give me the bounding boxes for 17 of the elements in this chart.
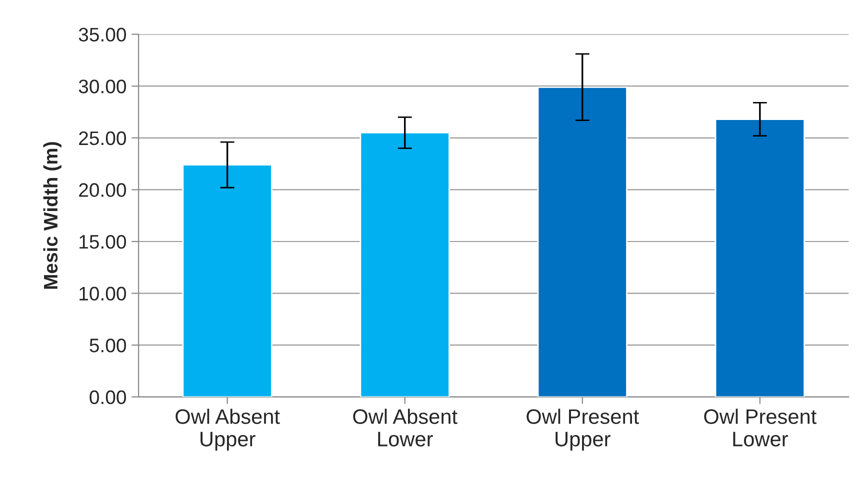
y-tick-label: 0.00 (90, 390, 126, 404)
y-tick-label: 10.00 (80, 286, 126, 301)
bar (714, 118, 805, 397)
bar (182, 164, 272, 397)
x-tick-label: Owl Absent Upper (176, 408, 280, 451)
y-tick-label: 15.00 (80, 234, 126, 249)
y-tick-label: 25.00 (79, 131, 126, 146)
x-tick-label: Owl Absent Lower (353, 408, 458, 446)
x-tick-label: Owl Present Lower (704, 408, 816, 446)
y-axis-title: Mesic Width (m) (43, 142, 62, 289)
x-tick-label: Owl Present Upper (526, 408, 639, 451)
y-tick-label: 20.00 (79, 183, 126, 197)
bar (537, 86, 628, 397)
y-tick-label: 5.00 (90, 338, 126, 352)
y-tick-label: 35.00 (78, 28, 126, 42)
y-tick-label: 30.00 (78, 80, 126, 94)
bar (360, 132, 450, 397)
